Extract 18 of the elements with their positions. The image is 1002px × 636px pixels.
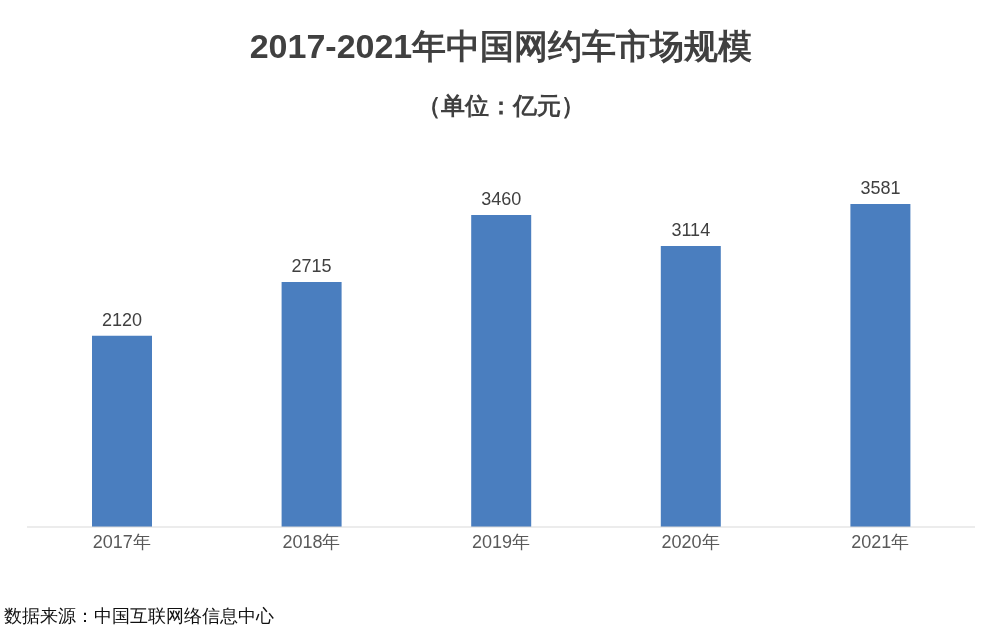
chart-subtitle: （单位：亿元） xyxy=(416,91,586,121)
bar xyxy=(92,335,152,527)
bar xyxy=(281,282,342,527)
chart-title: 2017-2021年中国网约车市场规模 xyxy=(248,26,754,67)
x-tick-label: 2017年 xyxy=(92,531,151,552)
x-tick-label: 2019年 xyxy=(471,531,531,552)
bar xyxy=(850,204,911,527)
data-label: 3460 xyxy=(481,188,522,209)
data-label: 3114 xyxy=(671,220,711,241)
x-tick-label: 2021年 xyxy=(851,531,910,552)
data-label: 2715 xyxy=(291,256,332,277)
data-label: 3581 xyxy=(860,178,901,198)
x-tick-label: 2020年 xyxy=(661,531,720,552)
source-note: 数据来源：中国互联网络信息中心 xyxy=(4,605,274,628)
bar xyxy=(660,246,721,527)
bar xyxy=(471,214,532,527)
x-tick-label: 2018年 xyxy=(282,531,341,552)
data-label: 2120 xyxy=(101,309,143,330)
